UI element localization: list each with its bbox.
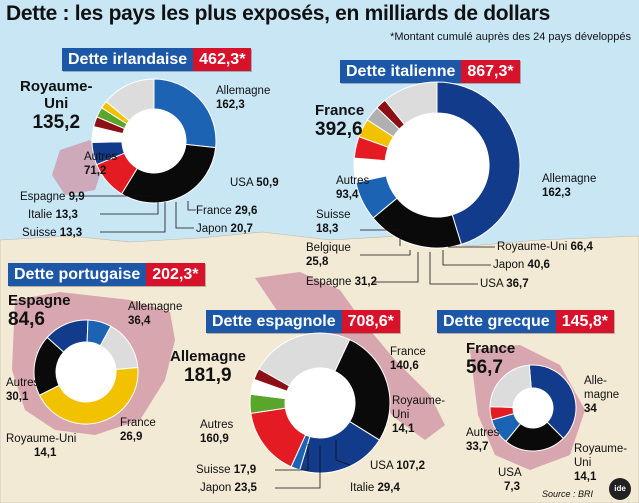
slice-label-allemagne: Allemagne 162,3 [216, 85, 271, 111]
chart-total: 202,3* [146, 263, 205, 286]
slice-label-suisse: Suisse 18,3 [316, 209, 351, 235]
slice-label-usa: USA 36,7 [480, 278, 529, 290]
slice-label-autres: Autres 93,4 [336, 175, 370, 201]
donut-hole [513, 388, 553, 428]
slice-label-allemagne: Allemagne 162,3 [542, 173, 597, 199]
chart-title: Dette espagnole [206, 310, 342, 333]
donut-chart-portugal [33, 319, 139, 425]
chart-total: 708,6* [341, 310, 400, 333]
land-ireland [52, 140, 105, 195]
slice-label-japon: Japon 20,7 [196, 223, 253, 235]
donut-chart-irlande [91, 78, 217, 204]
slice-label-france: France 26,9 [120, 417, 156, 443]
subtitle: *Montant cumulé auprès des 24 pays dével… [390, 31, 631, 43]
slice-label-italie: Italie 13,3 [28, 209, 78, 221]
slice-label-france: France 29,6 [196, 205, 258, 217]
slice-label-royaume-uni: Royaume-Uni 66,4 [497, 241, 593, 253]
page-title: Dette : les pays les plus exposés, en mi… [6, 2, 550, 25]
slice-label-suisse: Suisse 13,3 [22, 227, 83, 239]
donut-chart-grece [489, 364, 577, 452]
donut-hole [56, 342, 116, 402]
chart-header-portugal: Dette portugaise 202,3* [8, 263, 205, 286]
slice-value: 135,2 [32, 112, 81, 133]
slice-label-france: France 392,6 [315, 102, 365, 140]
chart-header-grece: Dette grecque 145,8* [437, 310, 614, 333]
slice-label-japon: Japon 40,6 [493, 259, 550, 271]
slice-label-italie: Italie 29,4 [350, 482, 400, 494]
slice-label-allemagne: Allemagne 36,4 [128, 301, 183, 327]
slice-label-usa: USA 107,2 [370, 460, 425, 472]
slice-label-usa: USA 7,3 [498, 467, 522, 493]
source-credit: Source : BRI [541, 489, 593, 499]
chart-total: 867,3* [461, 60, 520, 83]
chart-title: Dette grecque [437, 310, 556, 333]
slice-label-japon: Japon 23,5 [200, 482, 257, 494]
slice-label-autres: Autres 33,7 [466, 427, 500, 453]
chart-total: 462,3* [193, 48, 252, 71]
slice-label-allemagne: Allemagne 181,9 [170, 348, 246, 386]
slice-label-espagne: Espagne 9,9 [20, 191, 85, 203]
chart-header-italie: Dette italienne 867,3* [340, 60, 520, 83]
donut-chart-italie [353, 81, 521, 249]
donut-chart-espagne [249, 332, 391, 474]
slice-label-allemagne: Alle-magne 34 [584, 375, 620, 415]
chart-title: Dette italienne [340, 60, 462, 83]
chart-header-irlande: Dette irlandaise 462,3* [62, 48, 252, 71]
slice-label-belgique: Belgique 25,8 [306, 242, 351, 268]
publisher-logo: ide [609, 478, 631, 500]
slice-label-usa: USA 50,9 [230, 177, 279, 189]
slice-label-suisse: Suisse 17,9 [196, 464, 257, 476]
chart-header-espagne: Dette espagnole 708,6* [206, 310, 400, 333]
chart-total: 145,8* [555, 310, 614, 333]
donut-hole [385, 113, 489, 217]
slice-label-france: France 56,7 [466, 340, 516, 378]
chart-title: Dette portugaise [8, 263, 147, 286]
slice-label-espagne: Espagne 84,6 [8, 292, 71, 330]
chart-title: Dette irlandaise [62, 48, 194, 71]
donut-hole [285, 368, 355, 438]
donut-hole [122, 109, 186, 173]
slice-label-espagne: Espagne 31,2 [306, 276, 377, 288]
slice-label-royaume-uni: Royaume- Uni 135,2 [20, 78, 93, 134]
slice-label-autres: Autres 160,9 [200, 419, 234, 445]
slice-label-autres: Autres 30,1 [6, 377, 40, 403]
slice-label-france: France 140,6 [390, 346, 426, 372]
slice-name: Royaume- Uni [20, 78, 93, 112]
slice-label-autres: Autres 71,2 [84, 151, 118, 177]
